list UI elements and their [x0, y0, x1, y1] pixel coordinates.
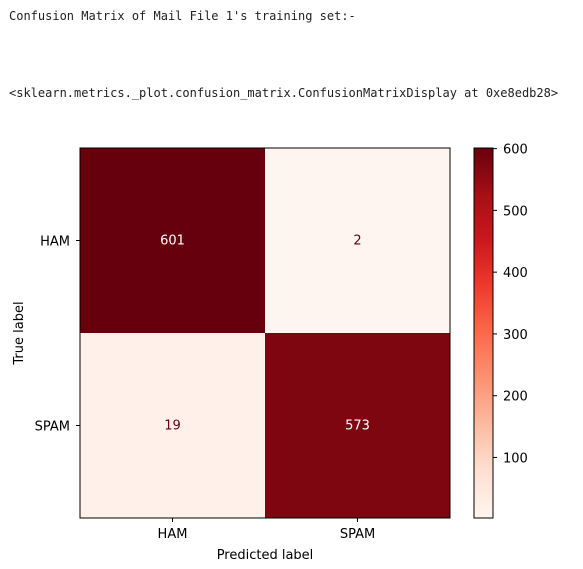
cell-value-label: 601 — [160, 234, 185, 249]
x-tick-label: SPAM — [340, 527, 375, 542]
x-axis-ticks: HAM SPAM — [158, 518, 375, 542]
y-tick-label: SPAM — [35, 420, 70, 435]
colorbar-tick-label: 400 — [503, 266, 528, 281]
y-axis-label: True label — [12, 301, 27, 365]
x-tick-label: HAM — [158, 527, 188, 542]
heatmap-frame — [79, 147, 451, 519]
display-repr-output: <sklearn.metrics._plot.confusion_matrix.… — [9, 86, 559, 100]
x-axis-label: Predicted label — [217, 548, 314, 563]
heatmap-cell — [265, 333, 450, 518]
heatmap-cell — [265, 148, 450, 333]
colorbar-tick-label: 300 — [503, 328, 528, 343]
colorbar — [473, 147, 494, 519]
heatmap-cell — [80, 333, 265, 518]
heatmap-cell — [80, 148, 265, 333]
print-output: Confusion Matrix of Mail File 1's traini… — [9, 9, 356, 23]
cell-value-label: 19 — [164, 419, 181, 434]
y-axis-ticks: HAM SPAM — [35, 235, 80, 435]
colorbar-tick-label: 500 — [503, 204, 528, 219]
colorbar-tick-label: 100 — [503, 451, 528, 466]
cell-value-label: 573 — [345, 419, 370, 434]
colorbar-ticks: 100 200 300 400 500 600 — [493, 143, 528, 466]
heatmap-cells: 601 2 19 573 — [80, 148, 450, 518]
cell-value-label: 2 — [353, 234, 361, 249]
colorbar-tick-label: 200 — [503, 390, 528, 405]
colorbar-tick-label: 600 — [503, 143, 528, 158]
y-tick-label: HAM — [40, 235, 70, 250]
